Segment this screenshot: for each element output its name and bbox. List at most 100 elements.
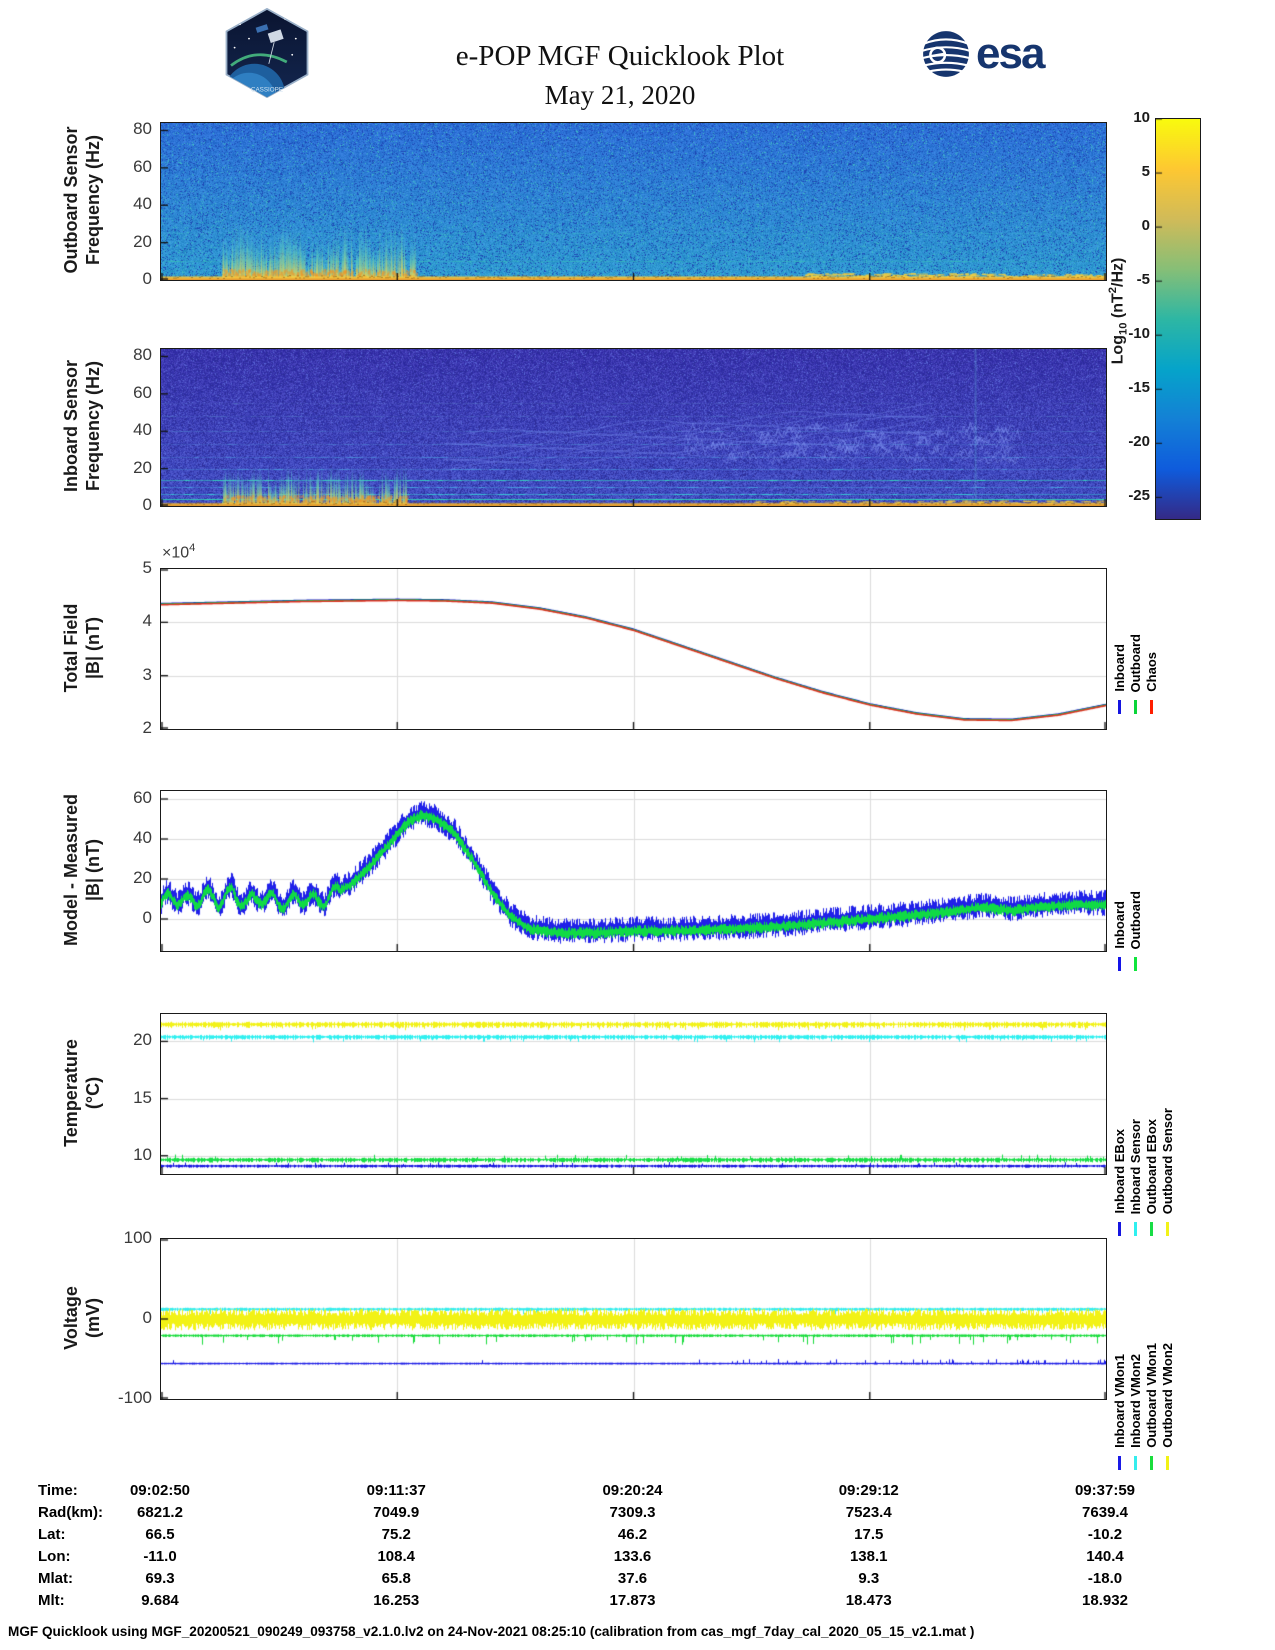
legend-label: Outboard bbox=[1128, 890, 1143, 950]
table-cell: 7309.3 bbox=[609, 1504, 656, 1521]
plot-area-temperature bbox=[160, 1013, 1107, 1175]
legend-marker bbox=[1166, 1456, 1169, 1470]
table-cell: 69.3 bbox=[145, 1570, 175, 1587]
y-tick-label: 60 bbox=[133, 382, 152, 402]
table-cell: 7049.9 bbox=[373, 1504, 420, 1521]
plot-title: e-POP MGF Quicklook Plot bbox=[455, 40, 785, 72]
y-tick-label: 100 bbox=[123, 1228, 152, 1247]
y-tick-label: 5 bbox=[142, 558, 152, 577]
table-cell: 108.4 bbox=[377, 1548, 416, 1565]
patch-text: CASSIOPE bbox=[251, 87, 283, 94]
legend-marker bbox=[1134, 1456, 1137, 1470]
y-tick-label: 20 bbox=[133, 1030, 152, 1050]
legend-label: Outboard VMon2 bbox=[1160, 1343, 1175, 1448]
colorbar-label: Log10 (nT2/Hz) bbox=[1107, 257, 1130, 365]
legend-marker bbox=[1118, 1222, 1121, 1236]
plot-area-inboard-spectrogram bbox=[160, 348, 1107, 507]
inboard-spectrogram-canvas bbox=[161, 349, 1106, 506]
legend-label: Inboard EBox bbox=[1112, 1129, 1127, 1214]
table-cell: 9.3 bbox=[858, 1570, 880, 1587]
legend-marker bbox=[1118, 1456, 1121, 1470]
legend-marker bbox=[1118, 700, 1121, 714]
table-cell: 17.5 bbox=[854, 1526, 884, 1543]
legend-label: Outboard EBox bbox=[1144, 1118, 1159, 1214]
plot-area-voltage bbox=[160, 1238, 1107, 1400]
table-cell: 75.2 bbox=[381, 1526, 411, 1543]
legend-label: Inboard bbox=[1112, 901, 1127, 949]
table-cell: 133.6 bbox=[613, 1548, 652, 1565]
esa-logo: esa bbox=[920, 28, 1045, 80]
colorbar-gradient bbox=[1156, 119, 1200, 519]
legend-marker bbox=[1118, 957, 1121, 971]
legend-label: Outboard VMon1 bbox=[1144, 1343, 1159, 1448]
legend-marker bbox=[1134, 957, 1137, 971]
table-cell: 7639.4 bbox=[1082, 1504, 1128, 1521]
plot-date: May 21, 2020 bbox=[544, 80, 696, 110]
table-cell: 9.684 bbox=[141, 1592, 179, 1609]
plot-area-outboard-spectrogram bbox=[160, 122, 1107, 281]
y-tick-label: 60 bbox=[133, 788, 152, 807]
table-cell: 66.5 bbox=[145, 1526, 175, 1543]
table-cell: 140.4 bbox=[1086, 1548, 1124, 1565]
model-measured-canvas bbox=[161, 791, 1106, 951]
legend-label: Inboard VMon2 bbox=[1128, 1354, 1143, 1448]
table-cell: 17.873 bbox=[609, 1592, 656, 1609]
legend-marker bbox=[1150, 1456, 1153, 1470]
table-cell: 09:11:37 bbox=[366, 1482, 426, 1499]
colorbar-tick-label: -5 bbox=[1136, 271, 1150, 289]
table-row-label: Rad(km): bbox=[38, 1504, 104, 1521]
legend-label: Inboard VMon1 bbox=[1112, 1354, 1127, 1448]
legend-label: Chaos bbox=[1144, 652, 1159, 692]
table-cell: -11.0 bbox=[143, 1548, 177, 1565]
y-tick-label: 20 bbox=[133, 457, 152, 477]
legend-marker bbox=[1150, 1222, 1153, 1236]
y-tick-label: 40 bbox=[133, 828, 152, 847]
y-tick-label: 40 bbox=[133, 420, 152, 440]
colorbar-tick-label: 10 bbox=[1133, 109, 1150, 126]
y-tick-label: 40 bbox=[133, 194, 152, 214]
legend-label: Outboard Sensor bbox=[1160, 1107, 1175, 1214]
colorbar-tick-label: -15 bbox=[1128, 379, 1150, 397]
table-cell: 09:02:50 bbox=[129, 1482, 191, 1499]
y-tick-label: 0 bbox=[142, 269, 152, 288]
legend-marker bbox=[1150, 700, 1153, 714]
y-tick-label: 15 bbox=[133, 1087, 152, 1107]
esa-logo-text: esa bbox=[976, 29, 1045, 78]
table-cell: 7523.4 bbox=[845, 1504, 892, 1521]
table-cell: 18.473 bbox=[845, 1592, 892, 1609]
colorbar-tick-label: 0 bbox=[1141, 217, 1150, 235]
y-tick-label: 0 bbox=[142, 1308, 152, 1327]
y-tick-label: 10 bbox=[133, 1144, 152, 1164]
esa-globe-icon bbox=[921, 31, 971, 77]
satellite-icon bbox=[255, 24, 284, 64]
y-tick-label: 80 bbox=[133, 345, 152, 365]
table-cell: 138.1 bbox=[849, 1548, 888, 1565]
total-field-canvas bbox=[161, 569, 1106, 729]
table-cell: 09:20:24 bbox=[602, 1482, 663, 1499]
plot-area-total-field bbox=[160, 568, 1107, 730]
table-cell: 65.8 bbox=[381, 1570, 411, 1587]
voltage-canvas bbox=[161, 1239, 1106, 1399]
legend-label: Inboard bbox=[1112, 644, 1127, 692]
table-row-label: Time: bbox=[38, 1482, 78, 1499]
table-row-label: Mlat: bbox=[38, 1570, 73, 1587]
colorbar-tick-label: -20 bbox=[1128, 433, 1150, 451]
colorbar-tick-label: 5 bbox=[1141, 163, 1150, 181]
plot-area-model-measured bbox=[160, 790, 1107, 952]
y-tick-label: 0 bbox=[142, 495, 152, 514]
cassiope-mission-patch-logo: CASSIOPE bbox=[225, 8, 309, 98]
table-cell: -10.2 bbox=[1087, 1526, 1123, 1543]
colorbar bbox=[1155, 118, 1201, 520]
colorbar-tick-label: -25 bbox=[1128, 487, 1150, 505]
y-tick-label: 0 bbox=[142, 908, 152, 927]
y-tick-label: 80 bbox=[133, 119, 152, 139]
y-tick-label: 20 bbox=[133, 231, 152, 251]
table-cell: -18.0 bbox=[1087, 1570, 1123, 1587]
y-tick-label: 2 bbox=[142, 718, 152, 737]
legend-label: Inboard Sensor bbox=[1128, 1118, 1143, 1214]
table-cell: 16.253 bbox=[373, 1592, 420, 1609]
table-cell: 46.2 bbox=[617, 1526, 648, 1543]
y-tick-label: 60 bbox=[133, 156, 152, 176]
legend-marker bbox=[1166, 1222, 1169, 1236]
